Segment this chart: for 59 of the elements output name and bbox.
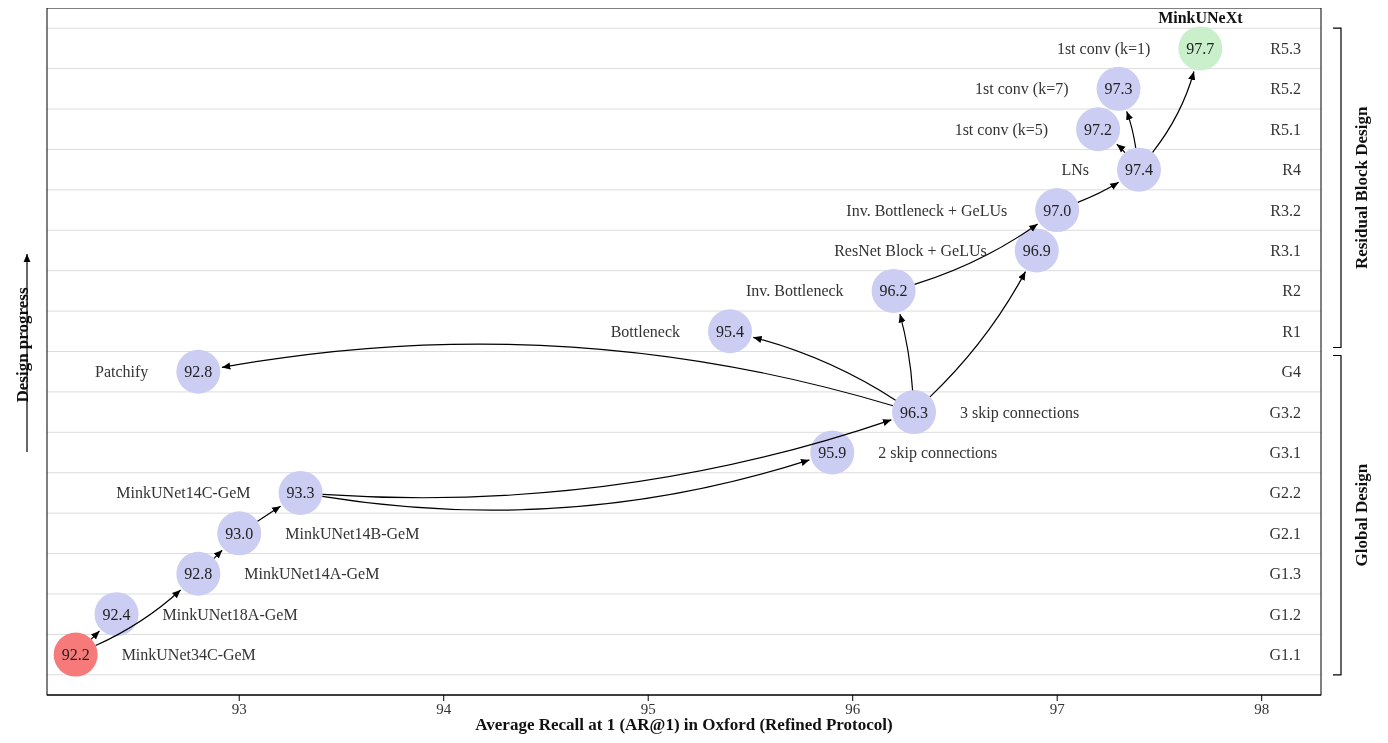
data-label: 97.2 bbox=[1084, 120, 1113, 138]
y-tick-label: R1 bbox=[1282, 322, 1301, 340]
data-label: 97.0 bbox=[1043, 201, 1072, 219]
y-tick-label: R5.3 bbox=[1270, 39, 1301, 57]
annotation: Patchify bbox=[95, 363, 149, 382]
y-tick-label: G2.2 bbox=[1269, 484, 1301, 502]
annotation: MinkUNet14A-GeM bbox=[244, 565, 380, 583]
y-tick-label: R3.2 bbox=[1270, 201, 1301, 219]
annotation: LNs bbox=[1061, 161, 1089, 179]
y-tick-label: G4 bbox=[1281, 363, 1301, 381]
data-label: 93.0 bbox=[225, 524, 254, 542]
annotation: MinkUNeXt bbox=[1158, 9, 1244, 26]
y-tick-label: G3.2 bbox=[1269, 403, 1301, 421]
x-tick-label: 98 bbox=[1254, 700, 1270, 717]
data-label: 93.3 bbox=[286, 484, 315, 502]
annotation: Inv. Bottleneck bbox=[746, 282, 844, 300]
x-tick-label: 95 bbox=[640, 700, 656, 717]
y-tick-label: G2.1 bbox=[1269, 524, 1301, 542]
annotation: 3 skip connections bbox=[960, 403, 1080, 422]
annotation: MinkUNet14B-GeM bbox=[285, 524, 420, 542]
data-label: 95.4 bbox=[716, 322, 745, 340]
data-label: 96.9 bbox=[1022, 241, 1051, 259]
data-label: 92.8 bbox=[184, 363, 213, 381]
data-label: 97.7 bbox=[1186, 39, 1215, 57]
y-tick-label: G1.2 bbox=[1269, 605, 1301, 623]
text: Residual Block Design bbox=[1352, 106, 1371, 270]
x-tick-label: 96 bbox=[845, 700, 861, 717]
annotation: Bottleneck bbox=[610, 322, 681, 340]
y-tick-label: G1.1 bbox=[1269, 646, 1301, 664]
data-label: 96.3 bbox=[900, 403, 929, 421]
data-label: 97.4 bbox=[1125, 161, 1153, 179]
data-label: 92.4 bbox=[102, 605, 131, 623]
data-label: 92.8 bbox=[184, 565, 213, 583]
data-label: 95.9 bbox=[818, 444, 847, 462]
annotation: Inv. Bottleneck + GeLUs bbox=[846, 201, 1008, 219]
y-tick-label: R4 bbox=[1282, 161, 1301, 179]
data-label: 92.2 bbox=[61, 646, 90, 664]
annotation: MinkUNet34C-GeM bbox=[121, 646, 256, 664]
y-axis-title: Design progress bbox=[12, 287, 32, 403]
data-label: 97.3 bbox=[1104, 80, 1133, 98]
annotation: 1st conv (k=5) bbox=[954, 120, 1049, 139]
annotation: MinkUNet14C-GeM bbox=[116, 484, 251, 502]
y-tick-label: R3.1 bbox=[1270, 241, 1301, 259]
y-tick-label: G3.1 bbox=[1269, 444, 1301, 462]
data-label: 96.2 bbox=[879, 282, 908, 300]
text: Global Design bbox=[1352, 463, 1371, 567]
y-tick-label: R5.1 bbox=[1270, 120, 1301, 138]
y-tick-label: R2 bbox=[1282, 282, 1301, 300]
x-axis-title: Average Recall at 1 (AR@1) in Oxford (Refined Protocol) bbox=[475, 715, 893, 734]
x-tick-label: 97 bbox=[1049, 700, 1066, 717]
x-tick-label: 94 bbox=[436, 700, 452, 717]
y-tick-label: G1.3 bbox=[1269, 565, 1301, 583]
annotation: ResNet Block + GeLUs bbox=[834, 241, 987, 259]
annotation: MinkUNet18A-GeM bbox=[162, 605, 298, 623]
y-tick-label: R5.2 bbox=[1270, 80, 1301, 98]
annotation: 1st conv (k=7) bbox=[975, 80, 1069, 99]
x-tick-label: 93 bbox=[231, 700, 247, 717]
annotation: 2 skip connections bbox=[878, 444, 998, 463]
annotation: 1st conv (k=1) bbox=[1056, 39, 1151, 58]
